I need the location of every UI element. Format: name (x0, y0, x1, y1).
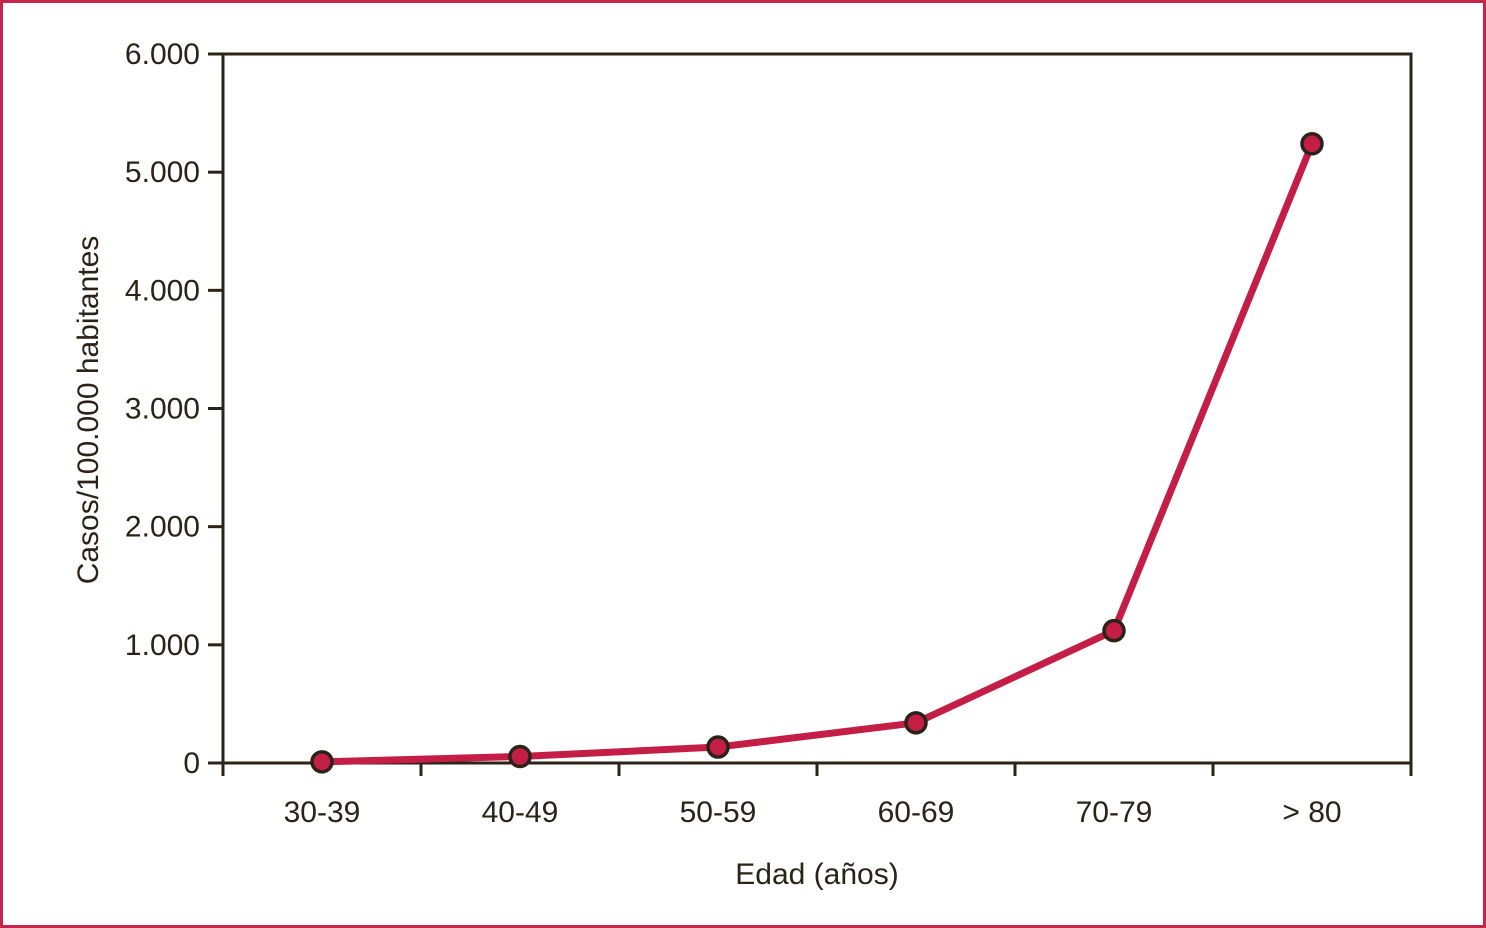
y-axis-title: Casos/100.000 habitantes (72, 236, 105, 585)
series-line (318, 140, 1316, 766)
plot-frame (221, 52, 1413, 765)
y-tick-label: 4.000 (125, 274, 200, 307)
data-point-marker (310, 750, 334, 774)
x-tick-label: 50-59 (680, 796, 757, 829)
data-point-marker (904, 711, 928, 735)
y-tick-label: 5.000 (125, 156, 200, 189)
series-group (310, 132, 1324, 774)
data-point-marker (1102, 618, 1126, 643)
y-tick-label: 6.000 (125, 38, 200, 71)
data-point-marker (1300, 132, 1324, 156)
axes-group (208, 52, 1413, 776)
y-tick-label: 2.000 (125, 511, 200, 544)
y-tick-label: 0 (183, 747, 200, 780)
x-tick-label: 70-79 (1076, 796, 1153, 829)
data-point-marker (508, 744, 532, 769)
x-tick-label: > 80 (1282, 796, 1341, 829)
x-tick-label: 40-49 (482, 796, 559, 829)
x-tick-label: 30-39 (284, 796, 361, 829)
x-tick-label: 60-69 (878, 796, 955, 829)
data-point-marker (706, 735, 730, 759)
y-tick-label: 1.000 (125, 629, 200, 662)
tick-labels-group: 0 1.000 2.000 3.000 4.000 5.000 6.000 30-39 40-4… (125, 38, 1342, 829)
y-tick-label: 3.000 (125, 393, 200, 426)
x-axis-title: Edad (años) (735, 858, 898, 891)
